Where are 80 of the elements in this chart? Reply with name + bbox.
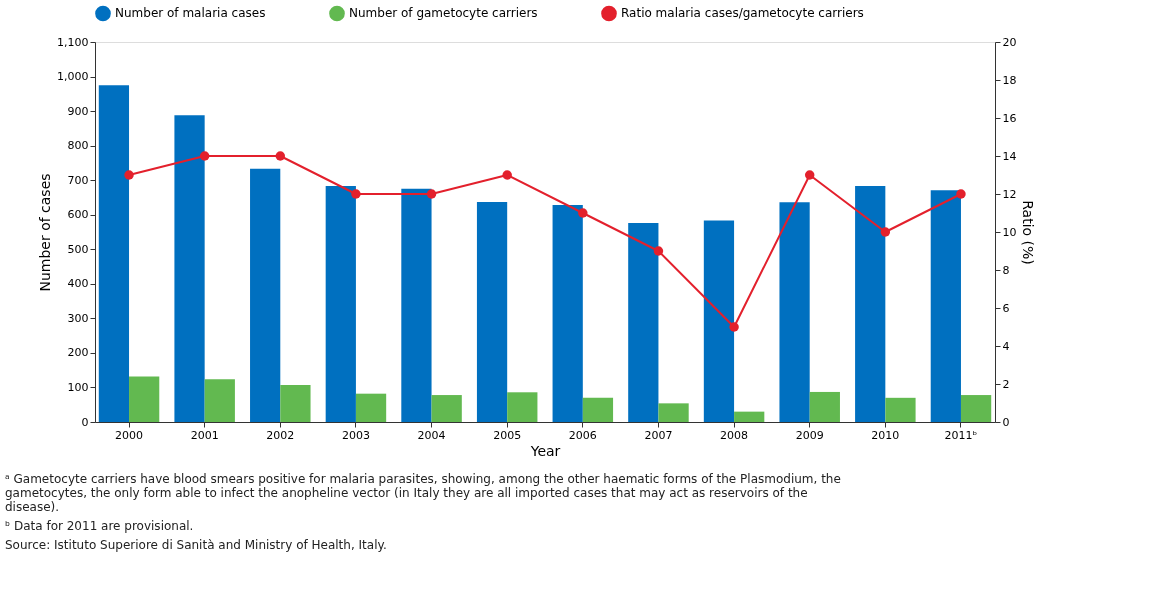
bar bbox=[855, 186, 886, 422]
point bbox=[956, 189, 966, 199]
legend-label: Ratio malaria cases/gametocyte carriers bbox=[621, 6, 864, 21]
bar bbox=[703, 220, 735, 422]
bar bbox=[174, 115, 205, 422]
y-tick-label: 900 bbox=[67, 104, 89, 118]
y2-axis-title: Ratio (%) bbox=[1020, 200, 1037, 265]
x-axis-title: Year bbox=[529, 442, 561, 459]
x-tick-label: 2008 bbox=[720, 428, 749, 442]
bar bbox=[431, 395, 462, 422]
x-tick-label: 2001 bbox=[190, 428, 219, 442]
point bbox=[275, 151, 286, 161]
y2-tick-label: 4 bbox=[1002, 339, 1010, 353]
bar bbox=[628, 223, 659, 422]
bar bbox=[779, 202, 810, 422]
y2-tick-label: 6 bbox=[1002, 301, 1010, 315]
x-tick-label: 2004 bbox=[417, 428, 446, 442]
point bbox=[880, 227, 891, 237]
point bbox=[502, 170, 512, 180]
x-tick-label: 2009 bbox=[795, 428, 824, 442]
point bbox=[426, 189, 437, 199]
point bbox=[804, 170, 815, 180]
x-tick-label: 2000 bbox=[115, 428, 144, 442]
point bbox=[729, 322, 739, 332]
x-tick-label: 2003 bbox=[341, 428, 370, 442]
x-tick-label: 2011ᵇ bbox=[944, 428, 978, 442]
y2-tick-label: 16 bbox=[1002, 111, 1017, 125]
bar bbox=[809, 391, 840, 422]
x-tick-label: 2006 bbox=[568, 428, 597, 442]
bar bbox=[476, 201, 508, 422]
y2-tick-label: 20 bbox=[1002, 35, 1017, 49]
y-tick-label: 100 bbox=[67, 380, 89, 394]
bar bbox=[98, 85, 130, 422]
bar bbox=[552, 205, 583, 422]
x-tick-label: 2010 bbox=[871, 428, 900, 442]
bar bbox=[582, 397, 614, 422]
y-tick-label: 1,000 bbox=[57, 70, 89, 84]
y-tick-label: 500 bbox=[67, 242, 89, 256]
bar bbox=[885, 397, 916, 422]
y2-tick-label: 8 bbox=[1002, 263, 1010, 277]
bar bbox=[250, 168, 281, 422]
bar bbox=[280, 385, 311, 422]
y-tick-label: 300 bbox=[67, 311, 89, 325]
y2-tick-label: 14 bbox=[1002, 149, 1017, 163]
point bbox=[578, 208, 588, 218]
point bbox=[653, 246, 664, 256]
point bbox=[124, 170, 134, 180]
point bbox=[351, 189, 361, 199]
bar bbox=[129, 376, 160, 422]
source-note: Source: Istituto Superiore di Sanità and Ministry of Health, Italy. bbox=[5, 538, 387, 552]
legend-label: Number of gametocyte carriers bbox=[349, 6, 538, 21]
text: ᵇ Data for 2011 are provisional. bbox=[5, 519, 194, 533]
text: ᵃ Gametocyte carriers have blood smears positive for malaria parasites, showing, among the other haematic forms of the Plasmodium, the gametocytes, the only form able to infect the anopheline vector (in Italy they are all imported cases that may act as reservoirs of the disease). bbox=[5, 472, 841, 514]
y-tick-label: 800 bbox=[67, 139, 89, 153]
y-tick-label: 0 bbox=[81, 415, 89, 429]
y-tick-label: 200 bbox=[67, 346, 89, 360]
y2-tick-label: 12 bbox=[1002, 187, 1017, 201]
point bbox=[199, 151, 210, 161]
y-axis-title: Number of cases bbox=[37, 173, 54, 292]
y2-tick-label: 10 bbox=[1002, 225, 1017, 239]
y2-tick-label: 2 bbox=[1002, 377, 1010, 391]
y-tick-label: 600 bbox=[67, 208, 89, 222]
bar bbox=[960, 395, 992, 422]
legend-label: Number of malaria cases bbox=[115, 6, 266, 21]
y-tick-label: 400 bbox=[67, 277, 89, 291]
bar bbox=[734, 411, 765, 422]
y2-tick-label: 18 bbox=[1002, 73, 1017, 87]
x-tick-label: 2002 bbox=[266, 428, 295, 442]
x-tick-label: 2005 bbox=[493, 428, 522, 442]
bar bbox=[204, 379, 235, 422]
bar bbox=[355, 393, 387, 422]
y2-tick-label: 0 bbox=[1002, 415, 1010, 429]
bar bbox=[658, 403, 689, 422]
y-tick-label: 700 bbox=[67, 173, 89, 187]
y-tick-label: 1,100 bbox=[57, 35, 89, 49]
bar bbox=[930, 190, 961, 422]
bar bbox=[401, 188, 432, 422]
bar bbox=[325, 186, 356, 422]
bar bbox=[507, 392, 538, 422]
x-tick-label: 2007 bbox=[644, 428, 673, 442]
